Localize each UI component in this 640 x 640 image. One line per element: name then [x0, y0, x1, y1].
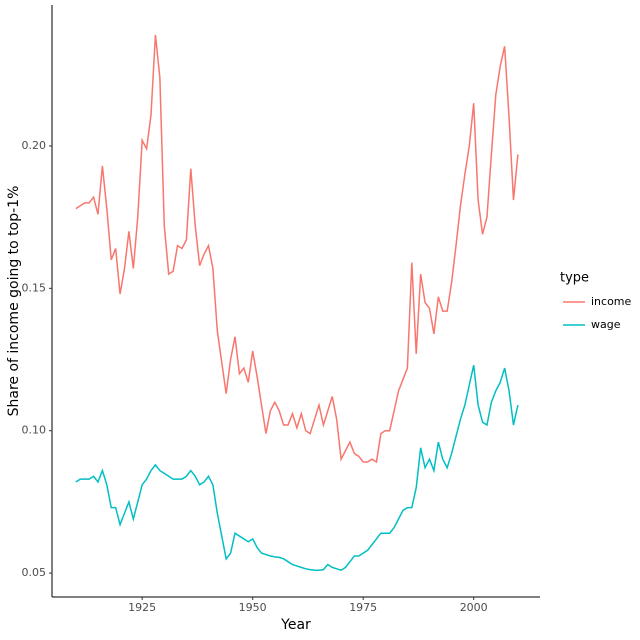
legend-label: income [591, 295, 632, 308]
x-tick-label: 1975 [349, 601, 377, 614]
legend-title: type [560, 271, 589, 286]
x-tick-label: 2000 [460, 601, 488, 614]
line-series [75, 34, 519, 464]
y-axis-title: Share of income going to top-1% [6, 186, 22, 417]
legend-label: wage [591, 318, 621, 331]
line-series [75, 365, 519, 572]
y-tick-label: 0.05 [22, 566, 47, 579]
y-tick-label: 0.10 [22, 424, 47, 437]
x-tick-label: 1925 [128, 601, 156, 614]
x-axis-title: Year [280, 617, 311, 633]
y-tick-label: 0.20 [22, 139, 47, 152]
x-tick-label: 1950 [239, 601, 267, 614]
y-tick-label: 0.15 [22, 281, 47, 294]
